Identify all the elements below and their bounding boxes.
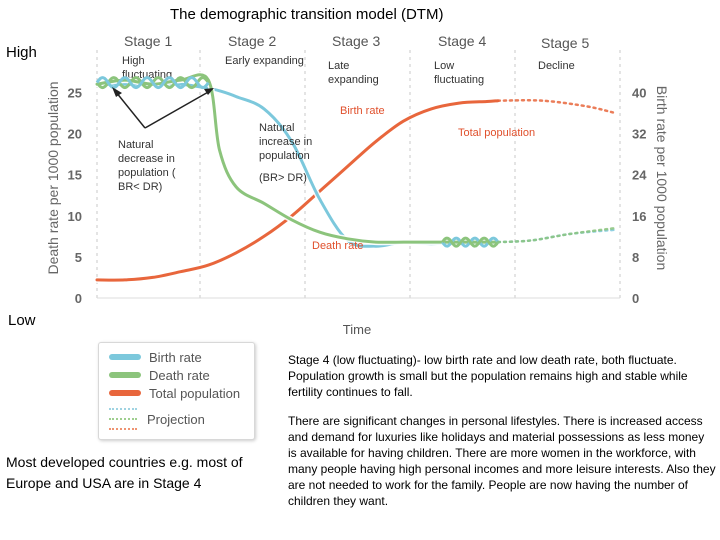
arrow-head <box>204 88 214 95</box>
natural-decrease-annotation: Natural decrease in population ( BR< DR) <box>118 139 176 193</box>
legend-swatch <box>109 390 141 396</box>
stage-4-label: Stage 4 <box>438 33 487 49</box>
dtm-chart: Death rate per 1000 population Birth rat… <box>45 50 670 337</box>
birth-rate-fluctuation <box>95 76 210 90</box>
y-tick-label-right: 24 <box>632 168 647 183</box>
y-tick-label-right: 8 <box>632 250 639 265</box>
stage-5-label: Stage 5 <box>541 35 590 51</box>
high-label: High <box>6 44 37 61</box>
death-rate-projection <box>496 226 617 244</box>
y-tick-label-right: 0 <box>632 291 639 306</box>
legend-item-projection: Projection <box>109 405 205 433</box>
stage-4-description: Low fluctuating <box>434 60 485 86</box>
chart-legend: Birth rate Death rate Total population P… <box>98 342 255 440</box>
stage-3-label: Stage 3 <box>332 33 381 49</box>
examples-text: Most developed countries e.g. most of Eu… <box>6 454 243 491</box>
arrow-head <box>112 87 122 97</box>
total-population-annotation: Total population <box>458 127 536 139</box>
legend-label: Projection <box>147 411 205 427</box>
legend-item-birth: Birth rate <box>109 349 202 365</box>
y-tick-label-right: 16 <box>632 209 646 224</box>
death-rate-annotation: Death rate <box>312 240 364 252</box>
legend-item-death: Death rate <box>109 367 210 383</box>
lifestyle-description-text: There are significant changes in persona… <box>288 414 716 508</box>
y-axis-left-title: Death rate per 1000 population <box>45 81 61 274</box>
y-tick-label-right: 32 <box>632 127 646 142</box>
projection-swatch <box>109 408 137 430</box>
br-gt-dr-annotation: (BR> DR) <box>259 172 307 184</box>
death-rate-fluctuation <box>441 236 500 248</box>
y-axis-right-title: Birth rate per 1000 population <box>654 86 670 270</box>
total-population-projection <box>496 99 617 115</box>
stage-5-description: Decline <box>538 60 575 72</box>
legend-label: Birth rate <box>149 349 202 365</box>
stage-2-description: Early expanding <box>225 55 304 67</box>
x-axis-title: Time <box>343 322 371 337</box>
y-tick-label-left: 15 <box>68 168 82 183</box>
annotation-arrow <box>144 90 211 129</box>
y-tick-label-left: 20 <box>68 127 82 142</box>
stage-1-label: Stage 1 <box>124 33 173 49</box>
legend-swatch <box>109 354 141 360</box>
annotation-arrow <box>115 91 146 129</box>
y-tick-label-left: 25 <box>68 85 82 100</box>
total-population-line <box>95 99 500 282</box>
y-tick-label-left: 0 <box>75 291 82 306</box>
legend-item-population: Total population <box>109 385 240 401</box>
y-tick-label-left: 5 <box>75 250 82 265</box>
legend-label: Death rate <box>149 367 210 383</box>
legend-label: Total population <box>149 385 241 401</box>
legend-swatch <box>109 372 141 378</box>
low-label: Low <box>8 312 36 329</box>
y-tick-label-right: 40 <box>632 85 646 100</box>
natural-increase-annotation: Natural increase in population <box>259 122 313 162</box>
page-title: The demographic transition model (DTM) <box>170 6 444 23</box>
y-tick-label-left: 10 <box>68 209 82 224</box>
stage-2-label: Stage 2 <box>228 33 277 49</box>
birth-rate-annotation: Birth rate <box>340 105 385 117</box>
stage4-description-text: Stage 4 (low fluctuating)- low birth rat… <box>288 353 688 399</box>
stage-3-description: Late expanding <box>328 60 379 86</box>
